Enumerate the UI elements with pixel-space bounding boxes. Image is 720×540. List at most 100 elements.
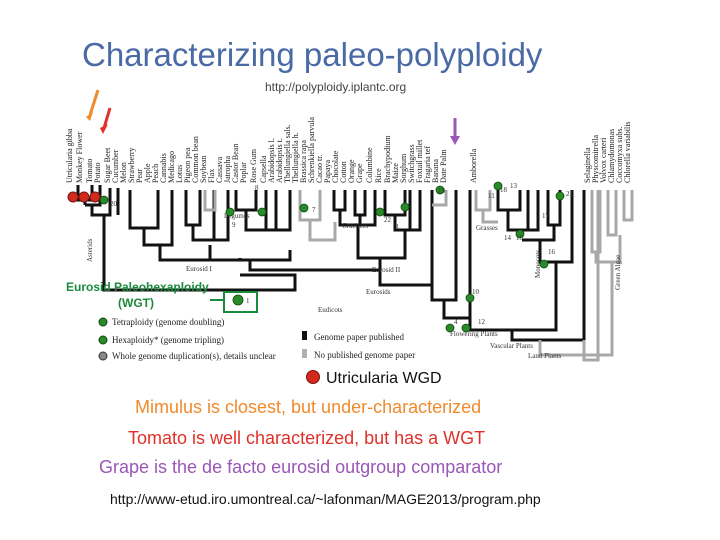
taxon-label: Sorghum [399,153,408,183]
bullet-grape: Grape is the de facto eurosid outgroup c… [99,457,503,477]
event-number: 1 [246,297,250,305]
clade-label: Land Plants [528,352,562,360]
taxon-label: Cassava [215,156,224,183]
event-number: 21 [566,190,574,198]
taxon-label: Common bean [191,136,200,183]
event-number: 14 [504,234,512,242]
taxon-label: Rose Gum [249,148,258,183]
taxon-label: Tomato [85,159,94,183]
taxon-label: Chlamydomonas [607,129,616,183]
taxon-label: Melon [119,162,128,183]
clade-label: Legumes [224,212,250,220]
event-number: 9 [232,221,236,229]
clade-label: Eudicots [318,306,343,314]
taxon-label: Columbine [365,147,374,183]
utricularia-dots [67,191,101,203]
event-number: 17 [542,212,550,220]
event-number: 19 [438,187,446,195]
legend-hexaploidy: Hexaploidy* (genome tripling) [112,335,224,345]
taxon-label: Cacao tr. [315,155,324,183]
taxon-label: Peach [151,164,160,183]
clade-labels: Asterids Legumes Crucifers Eurosid I Eurosid… [86,212,622,360]
taxon-label: Date Palm [439,149,448,183]
event-number: 18 [500,186,508,194]
taxon-label: Capsella [259,155,268,183]
taxon-label: Banana [431,159,440,183]
clade-label: Grasses [476,224,498,232]
taxon-label: Arabidopsis l. [267,138,276,183]
purple-arrow [450,118,460,145]
taxon-label: Papaya [323,159,332,183]
taxon-label: Schrenkiella parvula [307,117,316,183]
slide-title: Characterizing paleo-polyploidy [82,36,543,73]
diagram-legend: Tetraploidy (genome doubling) Hexaploidy… [98,317,415,361]
event-number: 13 [510,182,518,190]
bullet-tomato: Tomato is well characterized, but has a … [128,428,486,448]
source-url[interactable]: http://polyploidy.iplantc.org [265,80,407,94]
taxon-label: Grape [355,163,364,183]
clade-label: Vascular Plants [490,342,533,350]
clade-label: Monocots [534,250,542,278]
taxon-label: Pear [135,168,144,183]
taxon-label: Switchgrass [407,144,416,183]
event-number: 10 [472,288,480,296]
utricularia-wgd-label: Utricularia WGD [326,370,442,387]
clade-label: Eurosid II [372,266,401,274]
taxon-label: Soybean [199,155,208,183]
taxon-label: Arabidopsis t. [275,138,284,183]
taxon-label: Jatropha [223,155,232,183]
red-dot-icon [306,370,320,384]
legend-tetraploidy: Tetraploidy (genome doubling) [112,317,224,327]
footer-url[interactable]: http://www-etud.iro.umontreal.ca/~lafonm… [110,491,541,507]
event-number: 8 [255,184,259,192]
event-numbers: 20 9 8 7 223 19 11 18 13 17 14 15 16 21 10 1 12 4 [110,182,574,326]
taxon-label: Flax [207,169,216,183]
bullet-mimulus: Mimulus is closest, but under-characteri… [135,397,482,417]
taxon-label: Volvox carteri [599,137,608,183]
taxon-label: Utricularia gibba [65,128,74,183]
taxon-label: Pigeon pea [183,147,192,183]
taxon-label: Potato [93,163,102,183]
wgt-label: (WGT) [118,296,154,310]
event-number: 3 [395,223,399,231]
orange-arrow [86,89,100,121]
wgt-highlight-box [223,291,258,313]
taxon-label: Brachypodium [383,135,392,183]
taxon-label: Cannabis [159,153,168,183]
event-number: 11 [488,192,495,200]
taxon-label: Poplar [239,162,248,183]
taxon-label: Orange [347,159,356,183]
taxon-label: Monkey Flower [75,131,84,183]
clade-label: Asterids [86,238,94,262]
taxon-label: Sugar Beet [103,147,112,183]
legend-genome-published: Genome paper published [314,332,404,342]
taxon-label: Thellungiella sals. [283,124,292,183]
legend-no-genome: No published genome paper [314,350,415,360]
taxon-label: Foxtail millet [415,139,424,183]
grey-branches [203,190,634,362]
taxon-label: Apple [143,163,152,183]
taxon-label: Coccomyxa subs. [615,127,624,183]
taxon-label: Chlorella variabilis [623,121,632,183]
event-number: 4 [454,318,458,326]
taxon-label: Thellungiella h. [291,132,300,183]
taxon-label: Medicago [167,151,176,183]
taxon-label: Brassica rapa [299,140,308,183]
legend-whole-genome: Whole genome duplication(s), details unc… [112,351,276,361]
event-number: 7 [312,206,316,214]
taxon-label: Lotus [175,165,184,183]
event-number: 15 [516,234,524,242]
red-arrow [100,107,112,134]
taxon-label: Cotton [339,161,348,183]
event-number: 22 [384,216,392,224]
taxon-label: Fragaria tef [423,146,432,183]
clade-label: Green Algae [614,255,622,290]
taxon-label: Rice [374,168,383,183]
taxon-label: Selaginella [583,147,592,183]
utricularia-wgd-legend: Utricularia WGD [306,370,442,388]
taxon-label: Physcomitrella [591,135,600,183]
event-number: 20 [110,200,118,208]
taxon-labels: Utricularia gibba Monkey Flower Tomato Pota… [65,117,632,183]
event-stars [99,181,565,333]
